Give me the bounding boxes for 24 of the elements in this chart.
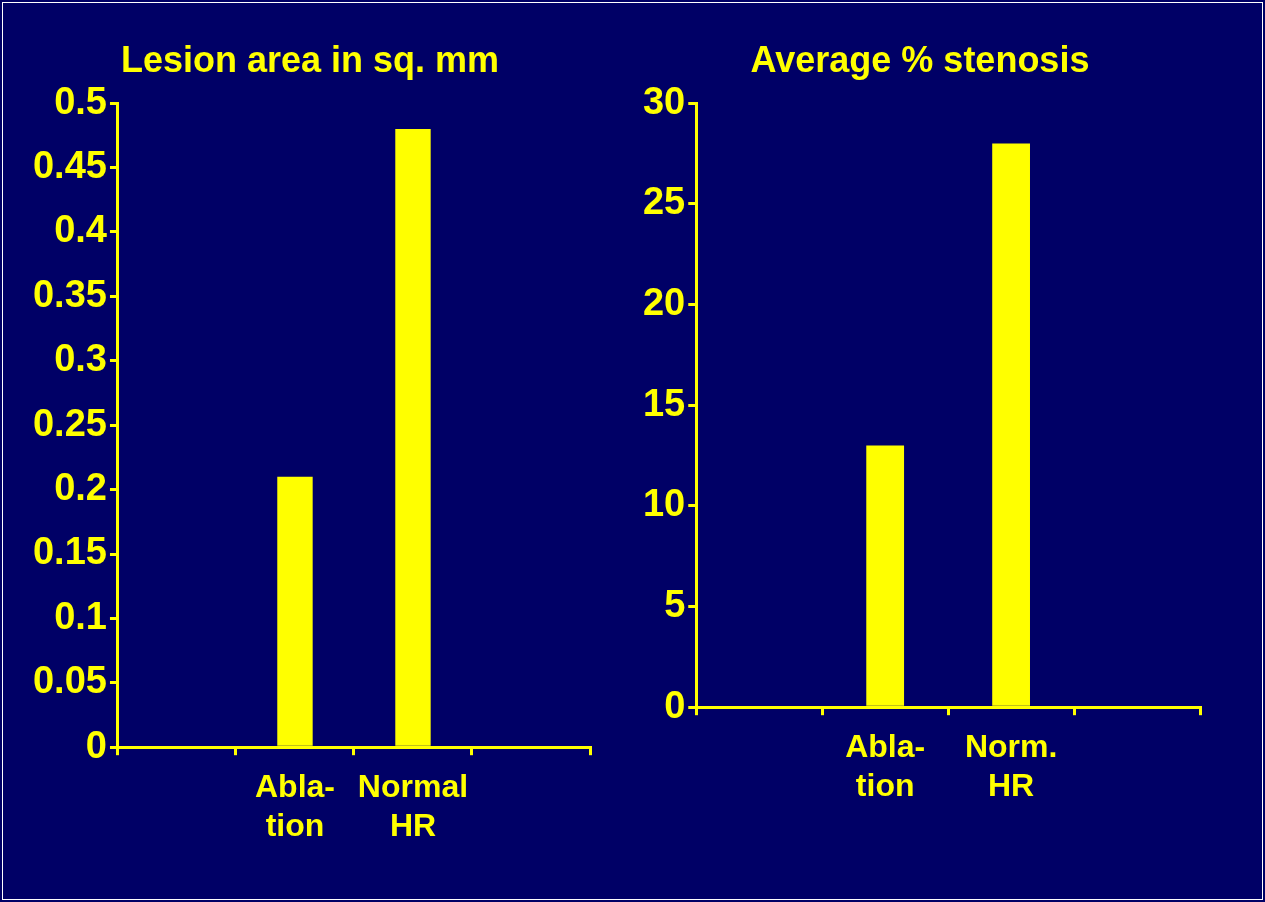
y-tick-label: 0.45 <box>32 144 107 187</box>
y-tick-label: 30 <box>642 79 686 122</box>
chart-title: Lesion area in sq. mm <box>120 38 500 80</box>
y-tick-label: 0.05 <box>32 659 107 702</box>
y-tick-label: 5 <box>664 583 686 626</box>
y-tick-label: 0.1 <box>54 594 107 637</box>
y-tick-label: 0.15 <box>32 530 107 573</box>
y-tick-label: 10 <box>642 482 686 525</box>
y-tick-label: 0.3 <box>54 337 107 380</box>
y-tick-label: 0.2 <box>54 466 107 509</box>
y-tick-label: 15 <box>642 381 686 424</box>
chart-title: Average % stenosis <box>750 38 1090 80</box>
y-tick-label: 0 <box>85 723 107 766</box>
x-tick-label: Abla- tion <box>845 728 926 803</box>
y-tick-label: 0.35 <box>32 272 107 315</box>
x-tick-label: Norm. HR <box>964 728 1058 803</box>
y-tick-label: 0.4 <box>54 208 107 251</box>
y-tick-label: 25 <box>642 180 686 223</box>
x-tick-label: Normal HR <box>357 768 469 843</box>
y-tick-label: 0.25 <box>32 401 107 444</box>
y-tick-label: 0.5 <box>54 79 107 122</box>
y-tick-label: 20 <box>642 281 686 324</box>
x-tick-label: Abla- tion <box>254 768 335 843</box>
y-tick-label: 0 <box>664 683 686 726</box>
